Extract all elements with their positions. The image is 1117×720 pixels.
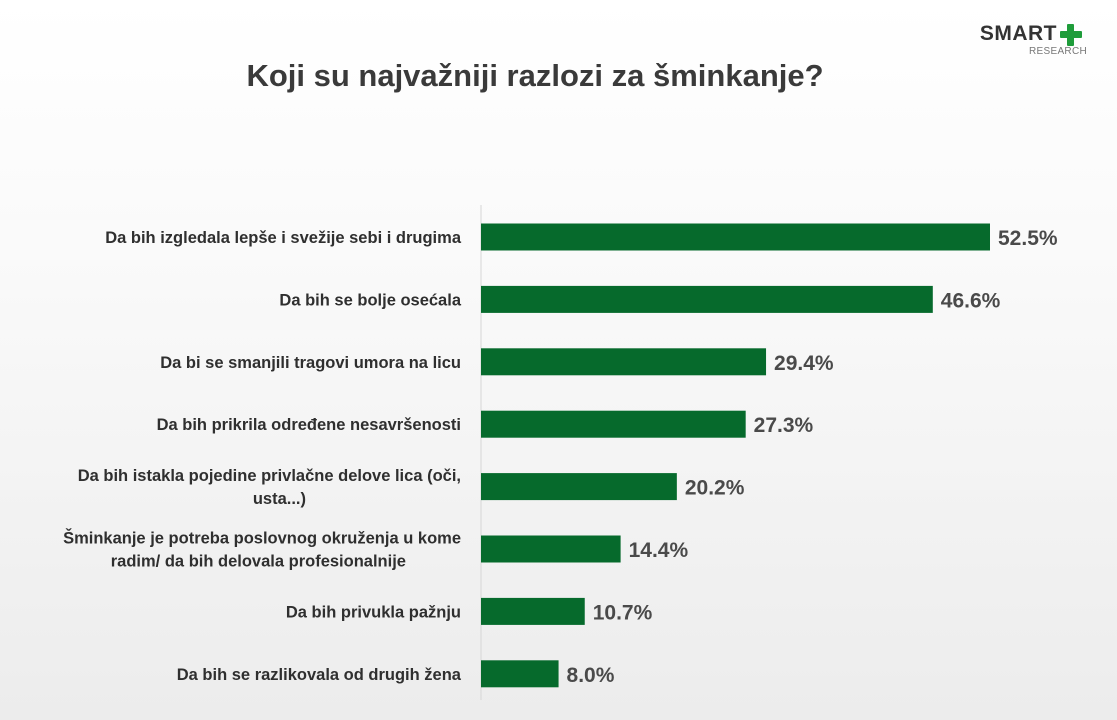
bar [481,535,621,563]
category-label: Da bih prikrila određene nesavršenosti [157,416,461,434]
category-label: Da bih izgledala lepše i svežije sebi i … [105,229,462,247]
bar [481,660,559,688]
page-title: Koji su najvažniji razlozi za šminkanje? [246,58,824,93]
category-label: usta...) [253,490,306,508]
category-label: radim/ da bih delovala profesionalnije [111,553,406,571]
data-label: 29.4% [774,352,834,375]
data-label: 52.5% [998,227,1058,250]
bar [481,348,767,376]
bar [481,285,933,313]
category-label: Da bi se smanjili tragovi umora na licu [160,354,461,372]
brand-logo: SMART RESEARCH [977,22,1087,62]
bar [481,473,677,501]
data-label: 14.4% [629,539,689,562]
category-label: Da bih se bolje osećala [279,291,461,309]
category-label: Da bih se razlikovala od drugih žena [177,666,462,684]
category-label: Da bih istakla pojedine privlačne delove… [78,467,461,485]
brand-subtitle: RESEARCH [1029,46,1087,57]
brand-name: SMART [979,22,1057,45]
data-label: 8.0% [567,664,615,687]
category-label: Da bih privukla pažnju [286,603,461,621]
data-label: 46.6% [941,289,1001,312]
data-label: 10.7% [593,601,653,624]
plus-icon [1060,24,1082,46]
category-label: Šminkanje je potreba poslovnog okruženja… [63,529,461,548]
bar [481,410,746,438]
data-label: 27.3% [754,414,814,437]
bar [481,223,990,251]
data-label: 20.2% [685,477,745,500]
bar [481,597,585,625]
